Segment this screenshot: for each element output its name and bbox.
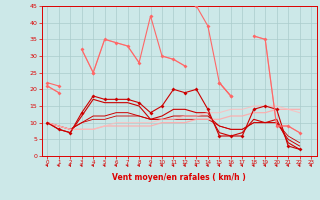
X-axis label: Vent moyen/en rafales ( km/h ): Vent moyen/en rafales ( km/h ) <box>112 174 246 183</box>
